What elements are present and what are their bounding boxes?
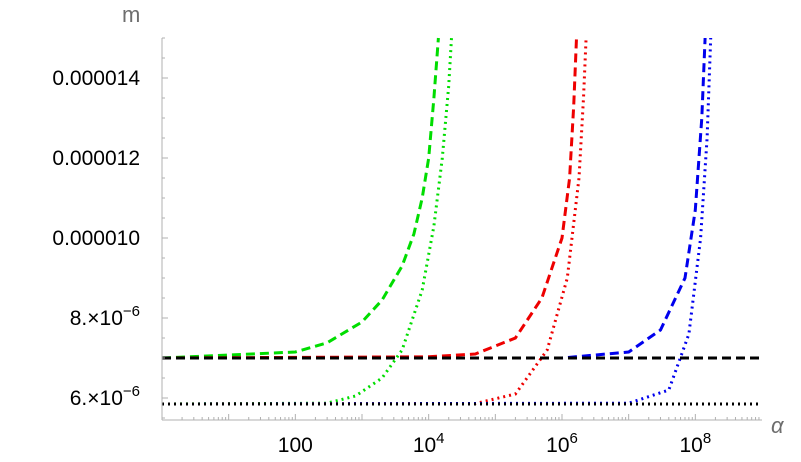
y-tick-label-1: 8.×10−6 xyxy=(70,303,140,330)
series-line-2 xyxy=(161,37,578,360)
series-line-0 xyxy=(161,37,440,360)
series-line-1 xyxy=(161,37,453,406)
x-tick-label-1: 104 xyxy=(413,430,445,457)
x-axis-label: α xyxy=(771,413,785,438)
y-tick-label-3: 0.000012 xyxy=(52,147,140,170)
x-tick-label-2: 106 xyxy=(546,430,578,457)
series-layer xyxy=(161,37,762,406)
x-tick-label-3: 108 xyxy=(679,430,711,457)
y-axis-label: m xyxy=(122,2,140,27)
y-tick-label-4: 0.000014 xyxy=(52,67,140,90)
axes-layer xyxy=(161,38,762,421)
x-tick-label-0: 100 xyxy=(278,434,313,457)
y-tick-label-0: 6.×10−6 xyxy=(70,383,140,410)
series-line-5 xyxy=(161,37,713,406)
series-line-3 xyxy=(161,37,588,406)
series-line-4 xyxy=(162,37,707,360)
tick-layer: 100 104 106 108 6.×10−6 8.×10−6 0.000010 0.0000… xyxy=(52,37,760,457)
y-tick-label-2: 0.000010 xyxy=(52,227,140,250)
